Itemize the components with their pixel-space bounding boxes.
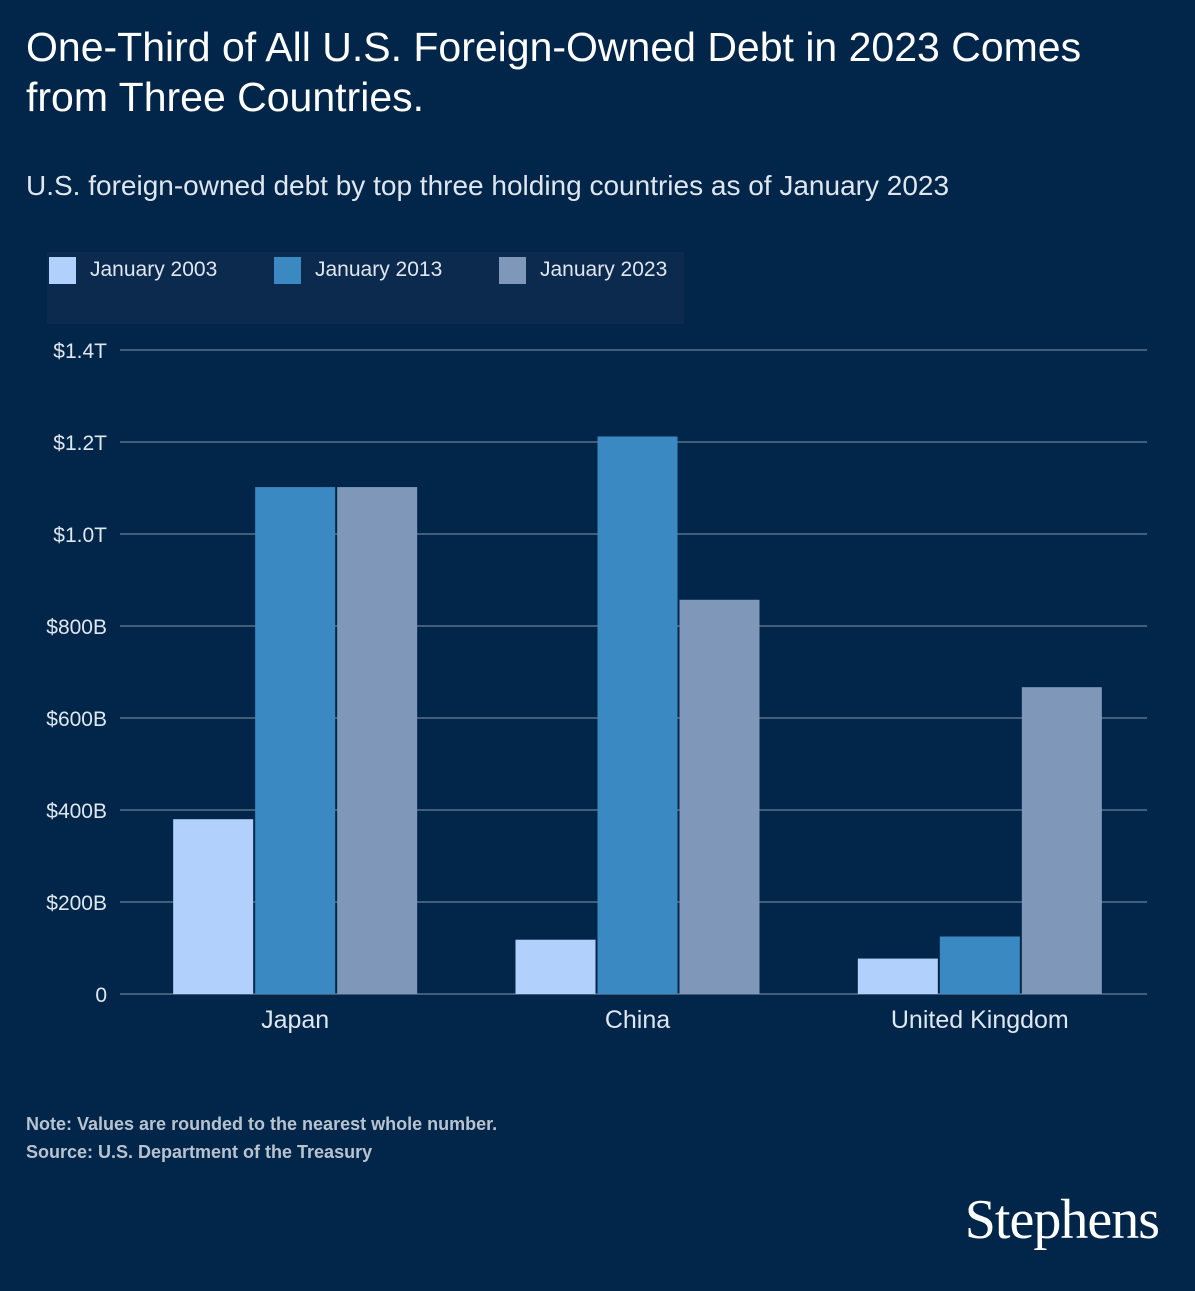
chart-subtitle: U.S. foreign-owned debt by top three hol…: [26, 170, 950, 201]
bar-united-kingdom-2013: [939, 936, 1020, 994]
bar-china-2003: [515, 939, 596, 994]
bar-chart: 0 $200B $400B $600B $800B $1.0T $1.2T $1.4T Japa…: [46, 340, 1147, 1034]
y-tick-label: $1.4T: [53, 340, 107, 363]
bar-japan-2013: [255, 487, 336, 994]
x-category-label: China: [605, 1006, 670, 1034]
legend-label-2003: January 2003: [90, 258, 218, 281]
legend-label-2013: January 2013: [315, 258, 443, 281]
legend-item-2023: January 2023: [499, 256, 668, 284]
y-tick-label: $800B: [46, 616, 107, 639]
note-text: Note: Values are rounded to the nearest …: [26, 1114, 498, 1134]
x-category-label: United Kingdom: [891, 1006, 1069, 1034]
legend: January 2003 January 2013 January 2023: [47, 252, 684, 324]
bar-japan-2003: [173, 819, 254, 994]
bar-china-2023: [679, 599, 760, 994]
chart-title: One-Third of All U.S. Foreign-Owned Debt…: [26, 24, 1082, 120]
y-tick-label: $200B: [46, 892, 107, 915]
y-tick-label: $1.0T: [53, 524, 107, 547]
y-tick-label: 0: [95, 984, 107, 1007]
legend-item-2003: January 2003: [49, 256, 218, 284]
x-category-label: Japan: [261, 1006, 329, 1034]
y-tick-label: $600B: [46, 708, 107, 731]
y-tick-label: $400B: [46, 800, 107, 823]
legend-item-2013: January 2013: [274, 256, 443, 284]
bar-china-2013: [597, 436, 678, 995]
stephens-logo: Stephens: [964, 1189, 1160, 1251]
legend-swatch-2013: [274, 256, 301, 284]
bar-united-kingdom-2003: [857, 958, 938, 994]
legend-swatch-2023: [499, 256, 526, 284]
bar-japan-2023: [337, 487, 418, 994]
source-text: Source: U.S. Department of the Treasury: [26, 1142, 373, 1162]
legend-swatch-2003: [49, 256, 76, 284]
bar-united-kingdom-2023: [1021, 687, 1102, 994]
y-tick-label: $1.2T: [53, 432, 107, 455]
footnote: Note: Values are rounded to the nearest …: [26, 1110, 497, 1166]
legend-label-2023: January 2023: [540, 258, 668, 281]
